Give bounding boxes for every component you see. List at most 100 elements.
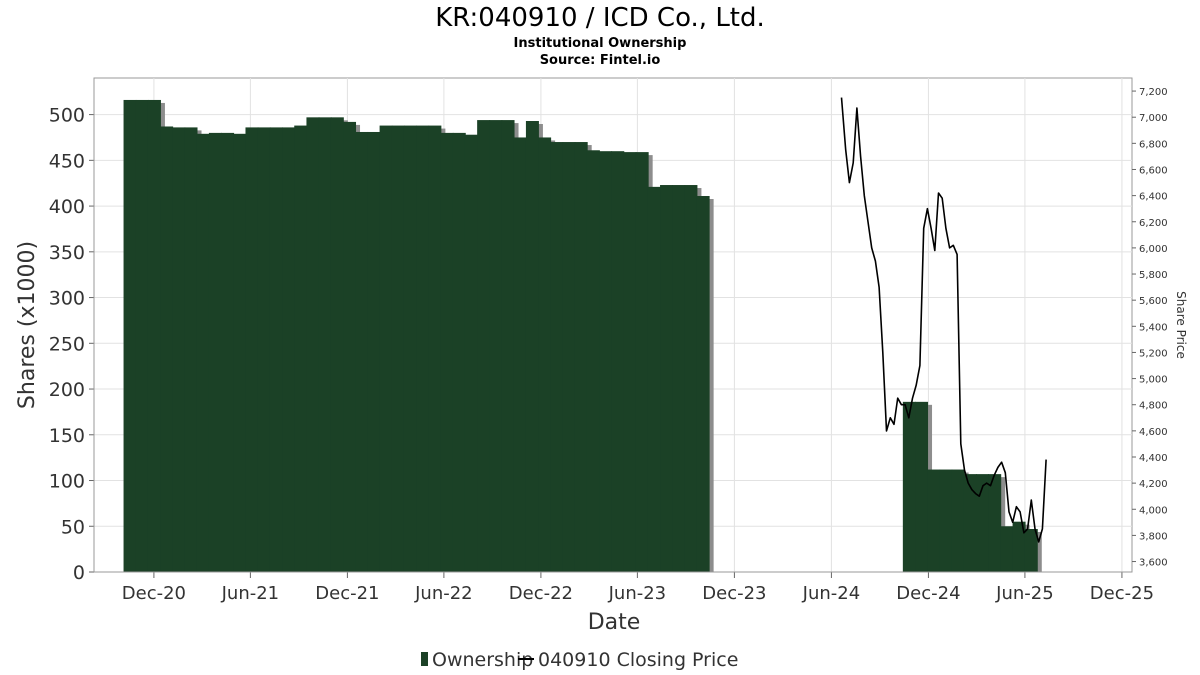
y-tick-label: 300 [49, 288, 85, 310]
bar [1024, 529, 1038, 572]
y2-tick-label: 4,000 [1139, 505, 1168, 516]
y2-tick-label: 6,400 [1139, 192, 1168, 203]
y-tick-label: 350 [49, 242, 85, 264]
y2-tick-label: 5,600 [1139, 296, 1168, 307]
bar [306, 117, 320, 572]
y2-tick-label: 3,600 [1139, 558, 1168, 569]
bar [379, 125, 393, 572]
bar [1012, 521, 1026, 572]
bar [330, 117, 344, 572]
bar [269, 127, 283, 573]
bar [416, 125, 430, 572]
x-tick-label: Jun-22 [414, 583, 473, 604]
bar [513, 137, 527, 573]
bar [355, 131, 369, 573]
bar [135, 99, 149, 572]
bar [635, 152, 649, 572]
x-tick-label: Dec-23 [702, 583, 766, 604]
y-tick-label: 0 [73, 562, 85, 584]
bar [172, 127, 186, 573]
bar [915, 401, 929, 572]
y-tick-label: 50 [61, 516, 85, 538]
bar [233, 133, 247, 572]
bar [123, 99, 137, 572]
y2-axis-title: Share Price [1174, 291, 1188, 359]
y2-tick-label: 6,000 [1139, 244, 1168, 255]
bar [976, 474, 990, 572]
x-tick-label: Jun-24 [802, 583, 861, 604]
x-tick-label: Jun-25 [995, 583, 1054, 604]
bar [599, 151, 613, 572]
y-tick-label: 150 [49, 425, 85, 447]
y-axis-title: Shares (x1000) [15, 241, 40, 409]
bar [257, 127, 271, 573]
y2-tick-label: 4,200 [1139, 479, 1168, 490]
bar [660, 185, 674, 573]
bar [147, 99, 161, 572]
legend: Ownership 040910 Closing Price [421, 649, 738, 671]
x-axis-title: Date [588, 610, 641, 635]
bar [1000, 526, 1014, 572]
legend-label-price: 040910 Closing Price [538, 649, 738, 671]
bar [282, 127, 296, 573]
bar [403, 125, 417, 572]
y2-tick-label: 5,400 [1139, 322, 1168, 333]
y2-tick-label: 5,200 [1139, 348, 1168, 359]
bar [477, 120, 491, 572]
bar [696, 196, 710, 572]
bar [951, 469, 965, 572]
y2-tick-label: 5,000 [1139, 375, 1168, 386]
bar [489, 120, 503, 572]
price-line-series [840, 97, 1047, 543]
bar [184, 127, 198, 573]
y-tick-label: 450 [49, 150, 85, 172]
chart-title: KR:040910 / ICD Co., Ltd. [435, 3, 765, 33]
y2-tick-label: 6,800 [1139, 139, 1168, 150]
y2-tick-label: 4,400 [1139, 453, 1168, 464]
bar [440, 132, 454, 572]
y2-tick-label: 7,200 [1139, 87, 1168, 98]
y2-tick-label: 6,200 [1139, 218, 1168, 229]
bar [452, 132, 466, 572]
axes: 0 50 100 150 200 250 300 350 400 450 500 3,600 3,800… [49, 78, 1168, 604]
bar [245, 127, 259, 573]
bar [562, 142, 576, 572]
bar [939, 469, 953, 572]
y2-tick-label: 5,800 [1139, 270, 1168, 281]
bar [343, 121, 357, 573]
bar [428, 125, 442, 572]
legend-label-ownership: Ownership [432, 649, 533, 671]
bar [586, 150, 600, 572]
bar [501, 120, 515, 572]
bar [647, 186, 661, 572]
bar [208, 132, 222, 572]
bar [221, 132, 235, 572]
bar [318, 117, 332, 572]
price-line [840, 97, 1047, 543]
bar [196, 133, 210, 572]
y2-tick-label: 6,600 [1139, 165, 1168, 176]
y2-tick-label: 7,000 [1139, 113, 1168, 124]
x-tick-label: Dec-24 [896, 583, 960, 604]
y-tick-label: 100 [49, 471, 85, 493]
bar [391, 125, 405, 572]
y2-tick-label: 3,800 [1139, 531, 1168, 542]
bar [672, 185, 686, 573]
y2-tick-label: 4,800 [1139, 401, 1168, 412]
chart-source: Source: Fintel.io [540, 53, 661, 68]
bar [902, 401, 916, 572]
bar [538, 137, 552, 573]
bar [611, 151, 625, 572]
y-tick-label: 400 [49, 196, 85, 218]
x-tick-label: Jun-21 [221, 583, 280, 604]
chart-subtitle: Institutional Ownership [514, 36, 687, 51]
y-tick-label: 500 [49, 105, 85, 127]
x-tick-label: Jun-23 [608, 583, 667, 604]
y2-tick-label: 4,600 [1139, 427, 1168, 438]
bar [525, 120, 539, 572]
bar-series [123, 99, 1042, 573]
bar [160, 126, 174, 573]
bar [464, 134, 478, 573]
